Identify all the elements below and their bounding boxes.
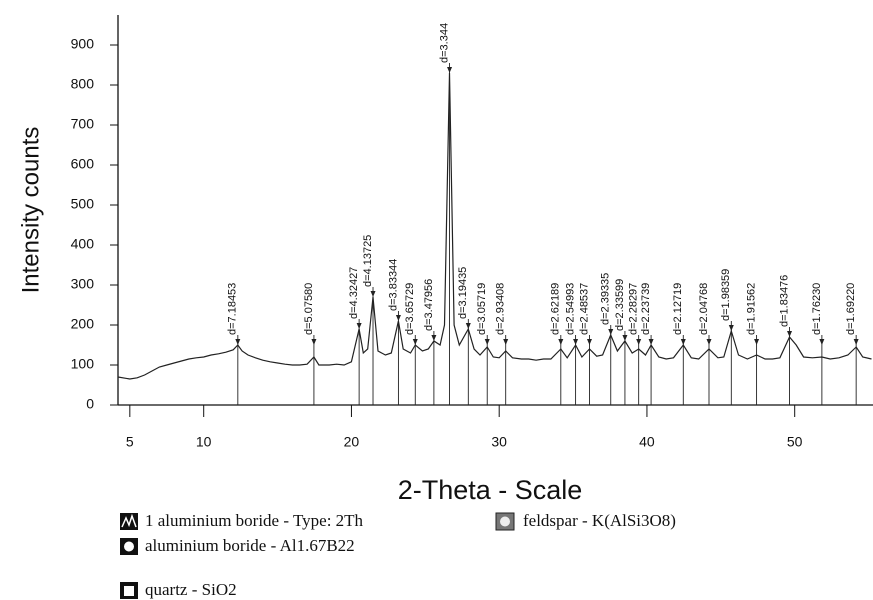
y-tick-label: 100	[71, 356, 95, 372]
peak-arrow	[586, 339, 592, 345]
y-tick-label: 900	[71, 36, 95, 52]
peak-arrow	[573, 339, 579, 345]
legend-icon	[124, 541, 134, 552]
legend-label: 1 aluminium boride - Type: 2Th	[145, 511, 364, 530]
peak-label: d=3.47956	[423, 279, 435, 331]
peak-label: d=4.13725	[362, 235, 374, 287]
peak-arrow	[608, 329, 614, 335]
peak-arrow	[706, 339, 712, 345]
x-tick-label: 10	[196, 434, 212, 450]
peak-label: d=2.54993	[564, 283, 576, 335]
x-tick-label: 40	[639, 434, 655, 450]
peak-label: d=1.83476	[778, 275, 790, 327]
legend-label: aluminium boride - Al1.67B22	[145, 536, 355, 555]
y-tick-label: 400	[71, 236, 95, 252]
peak-arrow	[754, 339, 760, 345]
peak-arrow	[311, 339, 317, 345]
legend-icon	[124, 586, 134, 596]
peak-arrow	[447, 67, 453, 73]
peak-label: d=3.83344	[387, 259, 399, 311]
legend-icon	[120, 513, 138, 530]
y-tick-label: 500	[71, 196, 95, 212]
peak-arrow	[431, 335, 437, 341]
y-axis-title: Intensity counts	[17, 127, 44, 294]
peak-label: d=2.93408	[495, 283, 507, 335]
peak-label: d=2.12719	[672, 283, 684, 335]
peak-arrow	[680, 339, 686, 345]
peak-label: d=3.65729	[404, 283, 416, 335]
y-tick-label: 700	[71, 116, 95, 132]
peak-label: d=2.62189	[550, 283, 562, 335]
y-tick-label: 300	[71, 276, 95, 292]
legend-label: feldspar - K(AlSi3O8)	[523, 511, 676, 530]
peak-arrow	[787, 331, 793, 337]
peak-arrow	[235, 339, 241, 345]
peak-arrow	[636, 339, 642, 345]
peak-label: d=2.39335	[600, 273, 612, 325]
legend: 1 aluminium boride - Type: 2Th aluminium…	[120, 511, 676, 599]
peak-arrow	[728, 325, 734, 331]
peak-label: d=3.19435	[457, 267, 469, 319]
y-tick-label: 0	[86, 396, 94, 412]
peak-label: d=1.98359	[720, 269, 732, 321]
legend-icon	[121, 513, 137, 528]
y-tick-label: 800	[71, 76, 95, 92]
x-tick-label: 5	[126, 434, 134, 450]
y-tick-label: 200	[71, 316, 95, 332]
peak-arrow	[558, 339, 564, 345]
peak-label: d=3.05719	[476, 283, 488, 335]
peak-arrow	[356, 323, 362, 329]
peak-arrow	[370, 291, 376, 297]
peak-arrow	[412, 339, 418, 345]
peak-label: d=5.07580	[303, 283, 315, 335]
peak-label: d=1.76230	[811, 283, 823, 335]
peak-label: d=4.32427	[348, 267, 360, 319]
peak-label: d=1.91562	[745, 283, 757, 335]
legend-icon	[500, 516, 510, 527]
peak-arrow	[395, 315, 401, 321]
data-line	[117, 72, 872, 380]
y-tick-label: 600	[71, 156, 95, 172]
x-axis-title: 2-Theta - Scale	[398, 475, 583, 505]
x-tick-label: 20	[344, 434, 360, 450]
peak-arrow	[484, 339, 490, 345]
peak-label: d=2.28297	[628, 283, 640, 335]
peak-label: d=2.33599	[614, 279, 626, 331]
peak-label: d=2.48537	[578, 283, 590, 335]
peak-arrow	[853, 339, 859, 345]
peak-label: d=2.23739	[640, 283, 652, 335]
legend-label: quartz - SiO2	[145, 580, 237, 599]
peak-label: d=7.18453	[227, 283, 239, 335]
peak-label: d=1.69220	[845, 283, 857, 335]
peak-label: d=2.04768	[698, 283, 710, 335]
peak-arrow	[648, 339, 654, 345]
x-tick-label: 50	[787, 434, 803, 450]
peak-arrow	[465, 323, 471, 329]
peak-label: d=3.344	[438, 23, 450, 63]
peak-arrow	[622, 335, 628, 341]
x-tick-label: 30	[491, 434, 507, 450]
peak-arrow	[819, 339, 825, 345]
peak-arrow	[503, 339, 509, 345]
